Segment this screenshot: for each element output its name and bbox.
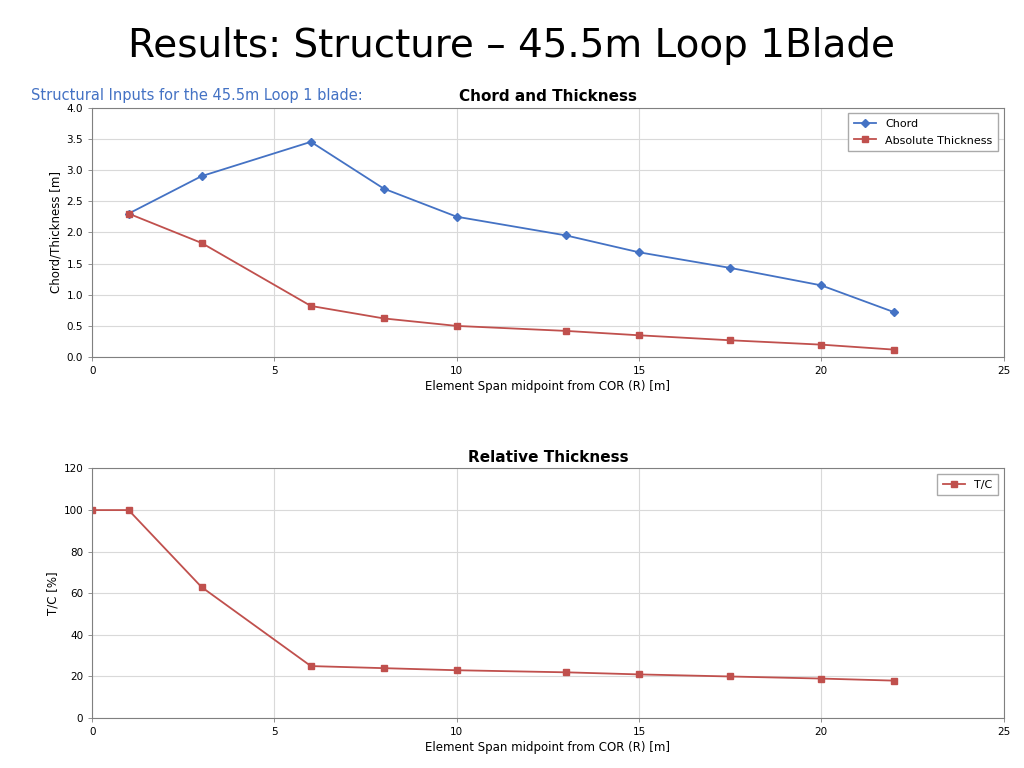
Y-axis label: T/C [%]: T/C [%] xyxy=(46,571,59,615)
Title: Chord and Thickness: Chord and Thickness xyxy=(459,88,637,104)
Chord xyxy=(196,171,208,180)
Absolute Thickness xyxy=(451,321,463,330)
Chord xyxy=(724,263,736,273)
Chord xyxy=(560,231,572,240)
X-axis label: Element Span midpoint from COR (R) [m]: Element Span midpoint from COR (R) [m] xyxy=(425,380,671,393)
T/C xyxy=(378,664,390,673)
Absolute Thickness xyxy=(123,209,135,218)
Absolute Thickness xyxy=(724,336,736,345)
T/C xyxy=(560,667,572,677)
Absolute Thickness xyxy=(378,314,390,323)
Absolute Thickness xyxy=(888,345,900,354)
T/C xyxy=(305,661,317,670)
T/C xyxy=(633,670,645,679)
Chord xyxy=(633,247,645,257)
Absolute Thickness xyxy=(633,331,645,340)
Chord xyxy=(888,308,900,317)
Text: Structural Inputs for the 45.5m Loop 1 blade:: Structural Inputs for the 45.5m Loop 1 b… xyxy=(31,88,362,104)
Y-axis label: Chord/Thickness [m]: Chord/Thickness [m] xyxy=(49,171,62,293)
Chord xyxy=(815,281,827,290)
Legend: Chord, Absolute Thickness: Chord, Absolute Thickness xyxy=(849,113,998,151)
Chord xyxy=(451,212,463,221)
T/C xyxy=(451,666,463,675)
Absolute Thickness xyxy=(305,301,317,310)
T/C xyxy=(86,505,98,515)
T/C xyxy=(815,674,827,684)
Chord xyxy=(305,137,317,147)
Line: Absolute Thickness: Absolute Thickness xyxy=(126,211,897,353)
T/C xyxy=(724,672,736,681)
Title: Relative Thickness: Relative Thickness xyxy=(468,449,628,465)
Absolute Thickness xyxy=(196,238,208,247)
T/C xyxy=(196,582,208,591)
Chord xyxy=(123,209,135,218)
Text: Results: Structure – 45.5m Loop 1Blade: Results: Structure – 45.5m Loop 1Blade xyxy=(128,27,896,65)
Line: Chord: Chord xyxy=(126,139,897,315)
Legend: T/C: T/C xyxy=(938,474,998,495)
T/C xyxy=(888,676,900,685)
Line: T/C: T/C xyxy=(89,508,897,684)
X-axis label: Element Span midpoint from COR (R) [m]: Element Span midpoint from COR (R) [m] xyxy=(425,741,671,754)
Absolute Thickness xyxy=(815,340,827,349)
Chord xyxy=(378,184,390,194)
Absolute Thickness xyxy=(560,326,572,336)
T/C xyxy=(123,505,135,515)
